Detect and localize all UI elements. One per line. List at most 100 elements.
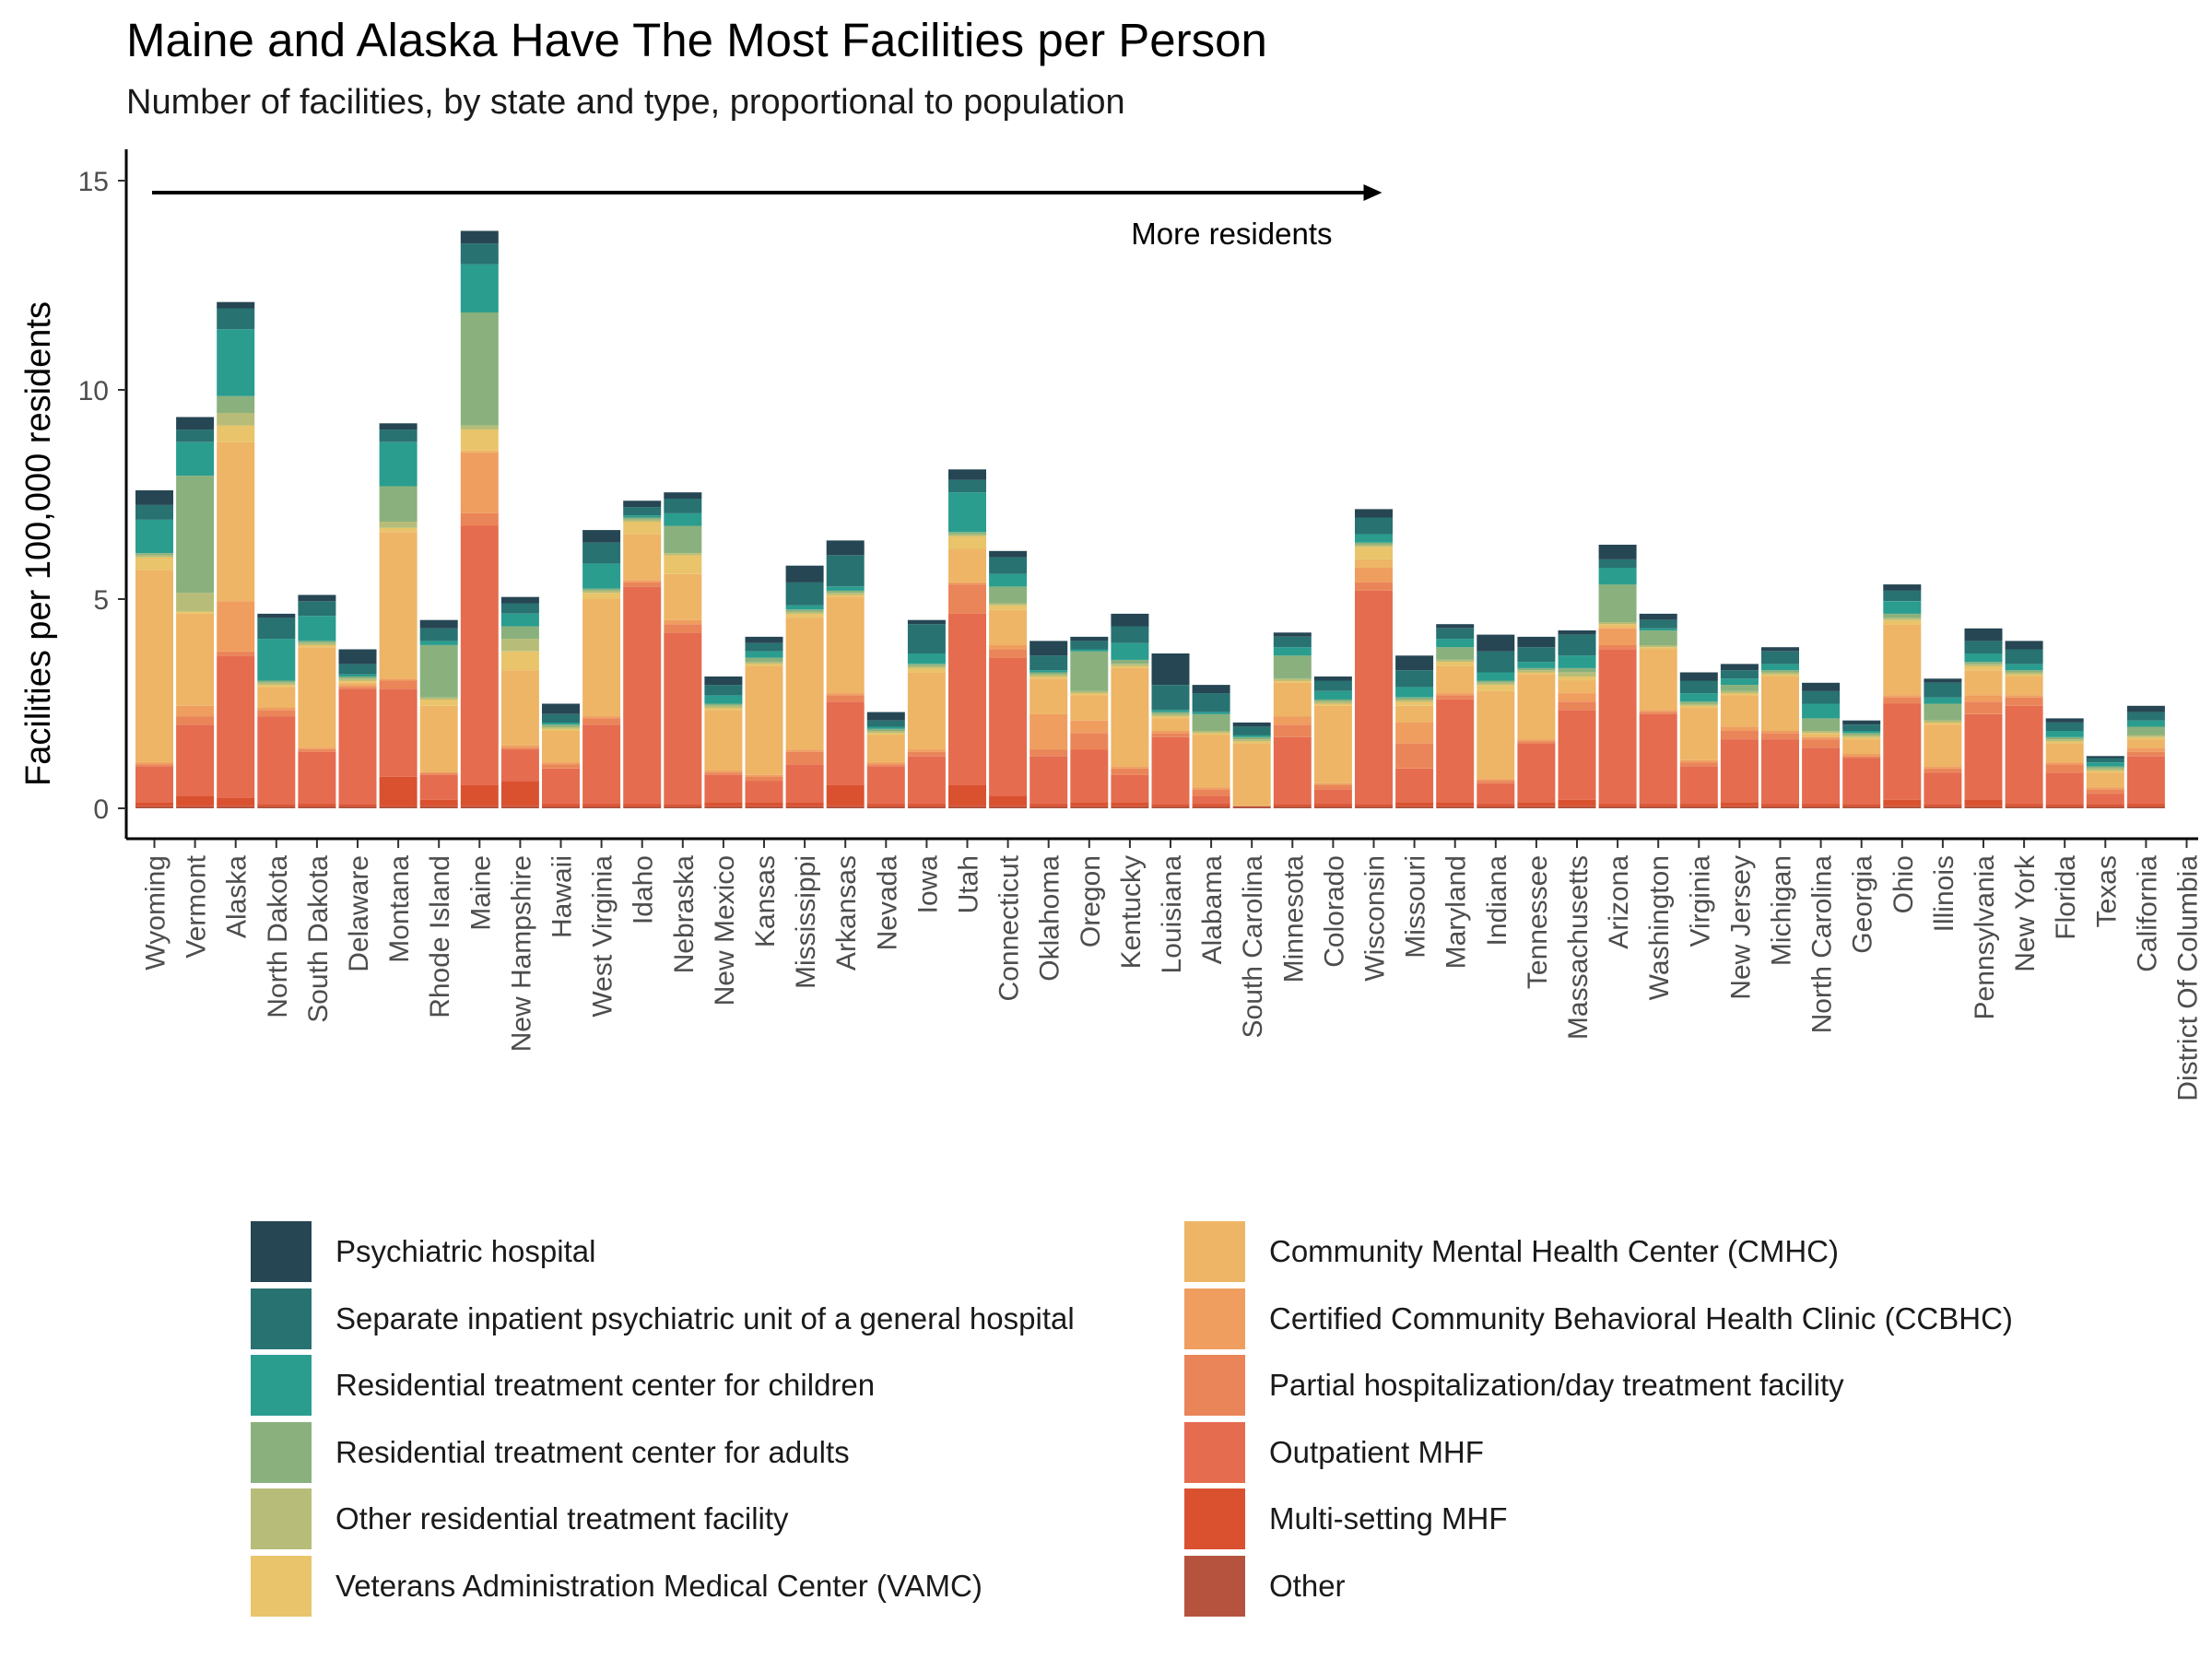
bar-segment-oklahoma-0 <box>1030 806 1068 808</box>
x-tick-label: South Carolina <box>1238 855 1268 1039</box>
bar-segment-maryland-8 <box>1436 647 1475 660</box>
x-tick-label: Iowa <box>912 855 943 914</box>
x-tick-label: Hawaii <box>547 855 578 938</box>
bar-segment-idaho-2 <box>623 586 662 805</box>
bar-segment-california-4 <box>2126 747 2165 752</box>
bar-segment-kentucky-3 <box>1111 768 1149 775</box>
bar-segment-connecticut-1 <box>989 795 1028 806</box>
bar-segment-new-jersey-9 <box>1720 678 1759 686</box>
bar-segment-pennsylvania-8 <box>1964 662 2003 665</box>
bar-segment-new-mexico-3 <box>704 772 743 775</box>
bar-segment-michigan-2 <box>1761 739 1799 805</box>
bar-segment-colorado-3 <box>1313 785 1352 790</box>
bar-segment-utah-11 <box>948 469 986 480</box>
bar-segment-south-carolina-7 <box>1232 739 1271 742</box>
bar-segment-tennessee-2 <box>1517 743 1556 803</box>
x-tick-label: Nevada <box>872 855 902 951</box>
x-tick-label: Michigan <box>1767 855 1797 966</box>
bar-segment-louisiana-11 <box>1151 653 1190 685</box>
bar-segment-wyoming-10 <box>135 504 173 520</box>
bar-segment-illinois-10 <box>1924 682 1962 698</box>
bar-segment-massachusetts-11 <box>1558 630 1596 635</box>
bar-segment-wisconsin-1 <box>1355 804 1393 806</box>
legend-swatch <box>251 1421 312 1483</box>
bar-segment-south-dakota-7 <box>298 642 336 645</box>
bar-segment-wisconsin-0 <box>1355 806 1393 808</box>
bar-segment-virginia-6 <box>1679 705 1718 709</box>
bar-segment-oregon-2 <box>1070 749 1109 803</box>
bar-segment-wyoming-6 <box>135 557 173 571</box>
x-tick-label: Colorado <box>1319 855 1349 968</box>
bar-segment-iowa-5 <box>907 672 946 750</box>
bar-segment-colorado-1 <box>1313 804 1352 806</box>
bar-segment-idaho-10 <box>623 507 662 516</box>
bar-segment-indiana-8 <box>1477 680 1515 683</box>
bar-segment-michigan-0 <box>1761 806 1799 808</box>
bar-segment-idaho-1 <box>623 804 662 806</box>
bar-segment-south-dakota-0 <box>298 806 336 808</box>
bar-segment-kansas-7 <box>745 662 783 665</box>
bar-segment-north-dakota-1 <box>257 804 296 806</box>
bar-segment-arizona-3 <box>1598 644 1637 650</box>
bar-segment-kansas-4 <box>745 774 783 777</box>
bar-segment-mississippi-8 <box>785 609 824 612</box>
bar-segment-mississippi-11 <box>785 565 824 582</box>
bar-segment-colorado-7 <box>1313 701 1352 704</box>
bar-segment-tennessee-1 <box>1517 802 1556 806</box>
bar-segment-new-jersey-5 <box>1720 695 1759 727</box>
bar-segment-california-7 <box>2126 735 2165 737</box>
bar-segment-new-york-5 <box>2005 677 2043 696</box>
x-tick-label: Kansas <box>750 855 781 947</box>
bar-segment-alaska-7 <box>217 413 255 426</box>
bar-segment-georgia-1 <box>1842 804 1881 806</box>
bar-segment-connecticut-7 <box>989 603 1028 606</box>
bar-segment-kentucky-11 <box>1111 613 1149 627</box>
bar-segment-montana-0 <box>379 806 418 808</box>
bar-segment-missouri-3 <box>1395 743 1434 769</box>
bar-segment-utah-9 <box>948 492 986 533</box>
bar-segment-kansas-6 <box>745 664 783 666</box>
bar-segment-arkansas-8 <box>826 590 865 594</box>
bar-segment-utah-4 <box>948 582 986 585</box>
bar-segment-south-carolina-8 <box>1232 736 1271 740</box>
more-residents-arrow-head <box>1363 184 1382 201</box>
bar-segment-new-hampshire-4 <box>500 745 539 748</box>
legend-label: Residential treatment center for childre… <box>335 1368 876 1402</box>
bar-segment-kansas-9 <box>745 651 783 658</box>
legend-label: Residential treatment center for adults <box>335 1434 850 1469</box>
bar-segment-south-dakota-2 <box>298 751 336 805</box>
bar-segment-wisconsin-5 <box>1355 559 1393 568</box>
x-tick-label: Indiana <box>1482 855 1512 947</box>
y-axis-ticks: 0 5 10 15 <box>78 167 126 825</box>
bar-segment-south-carolina-6 <box>1232 741 1271 744</box>
bar-segment-montana-2 <box>379 688 418 777</box>
bar-segment-north-carolina-9 <box>1802 703 1841 719</box>
bar-segment-florida-6 <box>2045 741 2084 744</box>
bar-segment-kansas-10 <box>745 642 783 652</box>
bar-segment-maine-4 <box>460 453 499 513</box>
bar-segment-new-hampshire-11 <box>500 596 539 604</box>
bar-segment-massachusetts-10 <box>1558 634 1596 656</box>
legend-label: Multi-setting MHF <box>1269 1501 1508 1535</box>
legend-swatch <box>1184 1288 1245 1349</box>
bar-segment-montana-4 <box>379 678 418 681</box>
bar-segment-missouri-1 <box>1395 802 1434 806</box>
x-tick-label: Massachusetts <box>1563 855 1594 1040</box>
bar-segment-washington-4 <box>1639 710 1677 712</box>
legend-label: Community Mental Health Center (CMHC) <box>1269 1234 1839 1268</box>
bar-segment-ohio-8 <box>1883 613 1922 618</box>
bar-segment-florida-9 <box>2045 731 2084 737</box>
bar-segment-montana-11 <box>379 423 418 430</box>
bar-segment-delaware-6 <box>338 680 377 683</box>
bar-segment-illinois-4 <box>1924 766 1962 769</box>
bar-segment-missouri-10 <box>1395 670 1434 688</box>
bar-segment-massachusetts-8 <box>1558 667 1596 673</box>
bar-segment-south-dakota-4 <box>298 747 336 750</box>
x-tick-label: Texas <box>2091 855 2122 927</box>
bar-segment-kentucky-9 <box>1111 642 1149 660</box>
bar-segment-new-york-11 <box>2005 641 2043 650</box>
bar-segment-colorado-8 <box>1313 700 1352 702</box>
bar-segment-vermont-2 <box>176 724 215 796</box>
legend-label: Other residential treatment facility <box>335 1501 789 1535</box>
bar-segment-tennessee-7 <box>1517 670 1556 673</box>
